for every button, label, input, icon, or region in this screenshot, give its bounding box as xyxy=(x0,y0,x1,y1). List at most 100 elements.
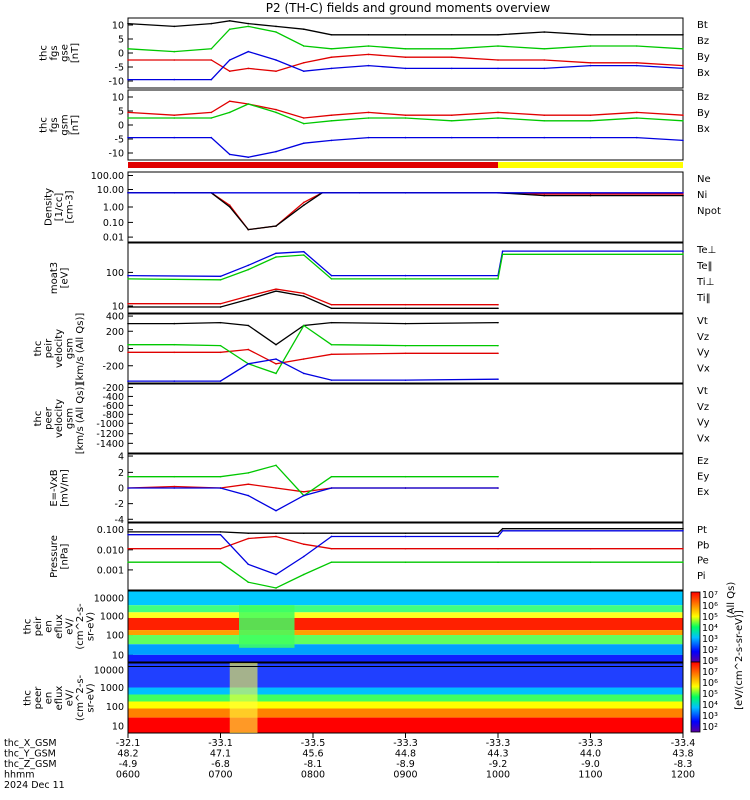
panel-exb: 4 2 0 -2 -4 E=-VxB [mV/m] Ez Ey Ex xyxy=(49,452,710,526)
data-point xyxy=(330,353,333,356)
colorbar-units: [eV/(cm^2-s-sr-eV)] xyxy=(734,610,745,710)
y-tick-label: -200 xyxy=(102,383,124,394)
data-point xyxy=(247,324,250,327)
colorbar-tick-label: 10⁴ xyxy=(702,700,718,711)
data-point xyxy=(302,62,305,64)
ephemeris-cell: 44.3 xyxy=(487,749,508,760)
data-point xyxy=(501,250,504,252)
ephemeris-cell: 43.8 xyxy=(672,749,693,760)
y-axis-label-line: [nPa] xyxy=(59,543,70,569)
data-point xyxy=(330,475,333,478)
data-point xyxy=(127,547,129,550)
data-point xyxy=(497,111,499,114)
series-line-Te‖ xyxy=(128,290,498,309)
legend-entry: Vz xyxy=(697,332,709,343)
mode-bar xyxy=(128,162,683,168)
data-point xyxy=(173,78,176,81)
data-point xyxy=(275,587,277,589)
data-point xyxy=(228,59,231,61)
data-point xyxy=(173,380,176,382)
data-point xyxy=(302,532,305,535)
ephemeris-cell: -8.9 xyxy=(396,759,415,770)
data-point xyxy=(127,475,129,478)
data-point xyxy=(497,487,499,489)
data-point xyxy=(589,64,592,67)
ephemeris-cell: -8.1 xyxy=(304,759,323,770)
legend-entry: Ti‖ xyxy=(696,293,711,304)
data-point xyxy=(173,117,176,119)
y-axis-label-line: eV/ xyxy=(65,618,76,635)
ephemeris-cell: -8.3 xyxy=(674,759,693,770)
y-tick-label: -1400 xyxy=(96,439,124,450)
data-point xyxy=(589,114,592,116)
series-line-Bx xyxy=(128,50,684,81)
data-point xyxy=(210,111,213,114)
y-axis-label-line: Pressure xyxy=(49,535,60,578)
legend-entry: Bx xyxy=(697,124,710,135)
data-point xyxy=(497,535,499,538)
data-point xyxy=(275,111,277,114)
data-point xyxy=(228,100,231,102)
spectrogram-band xyxy=(128,694,683,702)
data-point xyxy=(275,509,277,512)
spectrogram-band xyxy=(128,701,683,709)
colorbar-tick-label: 10⁷ xyxy=(702,590,718,601)
data-point xyxy=(330,535,333,538)
data-point xyxy=(404,67,407,70)
data-point xyxy=(173,351,176,354)
colorbar-tick-label: 10² xyxy=(702,722,718,733)
y-tick-label: 10000 xyxy=(94,666,124,677)
ephemeris-cell: 1000 xyxy=(486,770,510,781)
data-point xyxy=(497,278,499,280)
data-point xyxy=(404,303,407,306)
ephemeris-row-label: hhmm xyxy=(4,770,35,781)
data-point xyxy=(543,120,546,122)
spectrogram-band xyxy=(128,687,683,695)
data-point xyxy=(302,490,305,493)
y-axis-label-line: thc xyxy=(33,341,44,357)
y-axis-label-line: peir xyxy=(44,338,55,358)
data-point xyxy=(404,561,407,564)
y-axis-label-line: thc xyxy=(38,117,49,133)
y-axis-label-line: velocity xyxy=(54,399,65,438)
ephemeris-cell: 47.1 xyxy=(210,749,231,760)
legend-entry: Te‖ xyxy=(696,261,713,272)
data-point xyxy=(497,532,499,535)
panel-frame xyxy=(127,242,684,314)
ephemeris-cell: -33.4 xyxy=(671,738,696,749)
legend-entry: Vy xyxy=(697,418,710,429)
y-axis-label-line: [km/s (All Qs)] xyxy=(75,383,86,455)
colorbar-tick-label: 10⁶ xyxy=(702,678,718,689)
data-point xyxy=(497,303,499,306)
legend-entry: By xyxy=(697,108,710,119)
legend-entry: Vt xyxy=(697,316,708,327)
data-point xyxy=(302,70,305,72)
data-point xyxy=(497,475,499,478)
data-point xyxy=(275,535,277,538)
data-point xyxy=(219,547,222,550)
y-tick-label: -400 xyxy=(102,392,124,403)
y-axis-label-line: [1/cc] xyxy=(54,193,65,222)
y-tick-label: 0.010 xyxy=(97,545,124,556)
series-line-Vy xyxy=(128,324,498,375)
data-point xyxy=(635,45,638,47)
y-tick-label: 0 xyxy=(118,344,124,355)
data-point xyxy=(589,547,592,550)
data-point xyxy=(210,136,213,139)
y-axis-label-line: thc xyxy=(23,690,34,706)
y-tick-label: 2 xyxy=(118,468,124,479)
data-point xyxy=(635,64,638,67)
panel-pei_vel: 400 200 0 -200 thc peir velocity gsm [km/s (All … xyxy=(33,312,710,385)
data-point xyxy=(210,78,213,81)
data-point xyxy=(589,62,592,64)
data-point xyxy=(682,561,684,564)
data-point xyxy=(682,48,684,50)
data-point xyxy=(127,48,129,50)
ephemeris-cell: 1200 xyxy=(671,770,695,781)
spectrogram-band xyxy=(128,654,683,662)
legend-entry: Vx xyxy=(697,433,710,444)
y-tick-label: -4 xyxy=(115,515,124,526)
data-point xyxy=(173,25,176,28)
series-line-Bx xyxy=(128,136,684,158)
data-point xyxy=(127,117,129,119)
